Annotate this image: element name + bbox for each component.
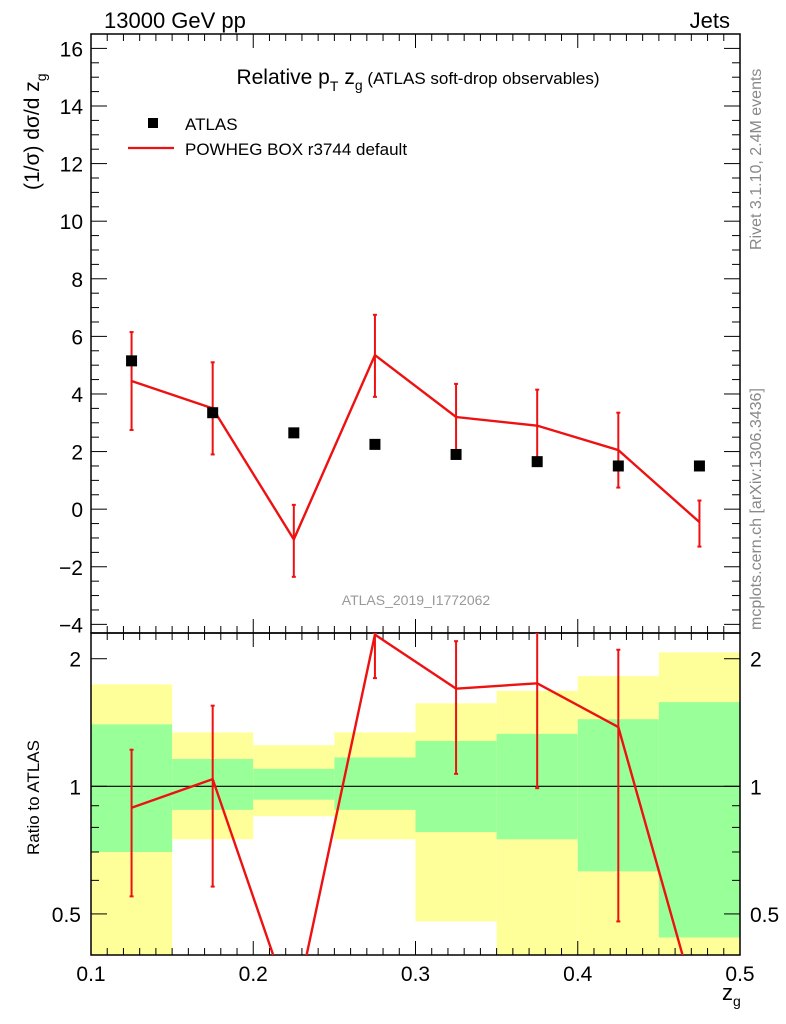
y-tick-label: 2	[71, 442, 83, 465]
legend-data-marker	[148, 118, 158, 128]
data-point	[126, 355, 138, 367]
mc-line	[131, 353, 701, 542]
mc-series	[129, 313, 702, 578]
x-axis-label: zg	[722, 980, 741, 1009]
data-point	[207, 407, 219, 419]
y-tick-label: 14	[60, 96, 84, 119]
ratio-y-tick-label-right: 2	[750, 649, 762, 672]
ratio-y-tick-label-right: 1	[750, 776, 762, 799]
y-tick-label: −4	[59, 614, 83, 637]
chart-title: Relative pT zg (ATLAS soft-drop observabl…	[236, 66, 599, 94]
ratio-mc-line	[131, 633, 684, 955]
ratio-ylabel: Ratio to ATLAS	[24, 740, 43, 855]
ratio-y-tick-label: 1	[69, 776, 81, 799]
x-tick-label: 0.5	[725, 963, 754, 986]
rivet-label: Rivet 3.1.10, 2.4M events	[748, 69, 765, 250]
x-tick-label: 0.3	[401, 963, 430, 986]
y-tick-label: 0	[71, 499, 83, 522]
y-tick-label: 6	[71, 326, 83, 349]
ratio-y-tick-label-right: 0.5	[750, 904, 779, 927]
data-point	[288, 427, 300, 439]
ratio-panel: 0.1 0.2 0.3 0.4 0.5 0.5 0.5 1 1 2 2	[52, 619, 779, 986]
x-tick-label: 0.2	[239, 963, 268, 986]
analysis-watermark: ATLAS_2019_I1772062	[342, 592, 491, 608]
y-tick-label: 16	[60, 38, 83, 61]
band-inner	[253, 768, 335, 800]
data-point	[693, 460, 705, 472]
data-point	[450, 448, 462, 460]
data-point	[369, 438, 381, 450]
legend-mc-label: POWHEG BOX r3744 default	[185, 140, 407, 159]
x-tick-label: 0.4	[563, 963, 593, 986]
ratio-y-tick-label: 0.5	[52, 904, 81, 927]
ratio-y-tick-label: 2	[69, 649, 81, 672]
ratio-mc-series	[129, 633, 684, 955]
y-tick-label: 4	[71, 384, 83, 407]
y-tick-label: −2	[59, 557, 83, 580]
legend: ATLAS POWHEG BOX r3744 default	[128, 115, 407, 159]
main-panel: −4 −2 0 2 4 6 8 10 12 14 16	[59, 33, 741, 637]
ratio-bands	[91, 652, 740, 955]
data-point	[612, 460, 624, 472]
energy-label: 13000 GeV pp	[104, 8, 246, 33]
mcplots-label: mcplots.cern.ch [arXiv:1306.3436]	[748, 388, 765, 630]
y-tick-label: 12	[60, 154, 83, 177]
data-point	[531, 456, 543, 468]
band-inner	[658, 702, 740, 938]
y-tick-label: 8	[71, 269, 83, 292]
x-tick-label: 0.1	[76, 963, 105, 986]
legend-data-label: ATLAS	[185, 115, 238, 134]
process-label: Jets	[690, 8, 730, 33]
y-tick-label: 10	[60, 211, 83, 234]
main-ylabel: (1/σ) dσ/d zg	[21, 73, 49, 190]
